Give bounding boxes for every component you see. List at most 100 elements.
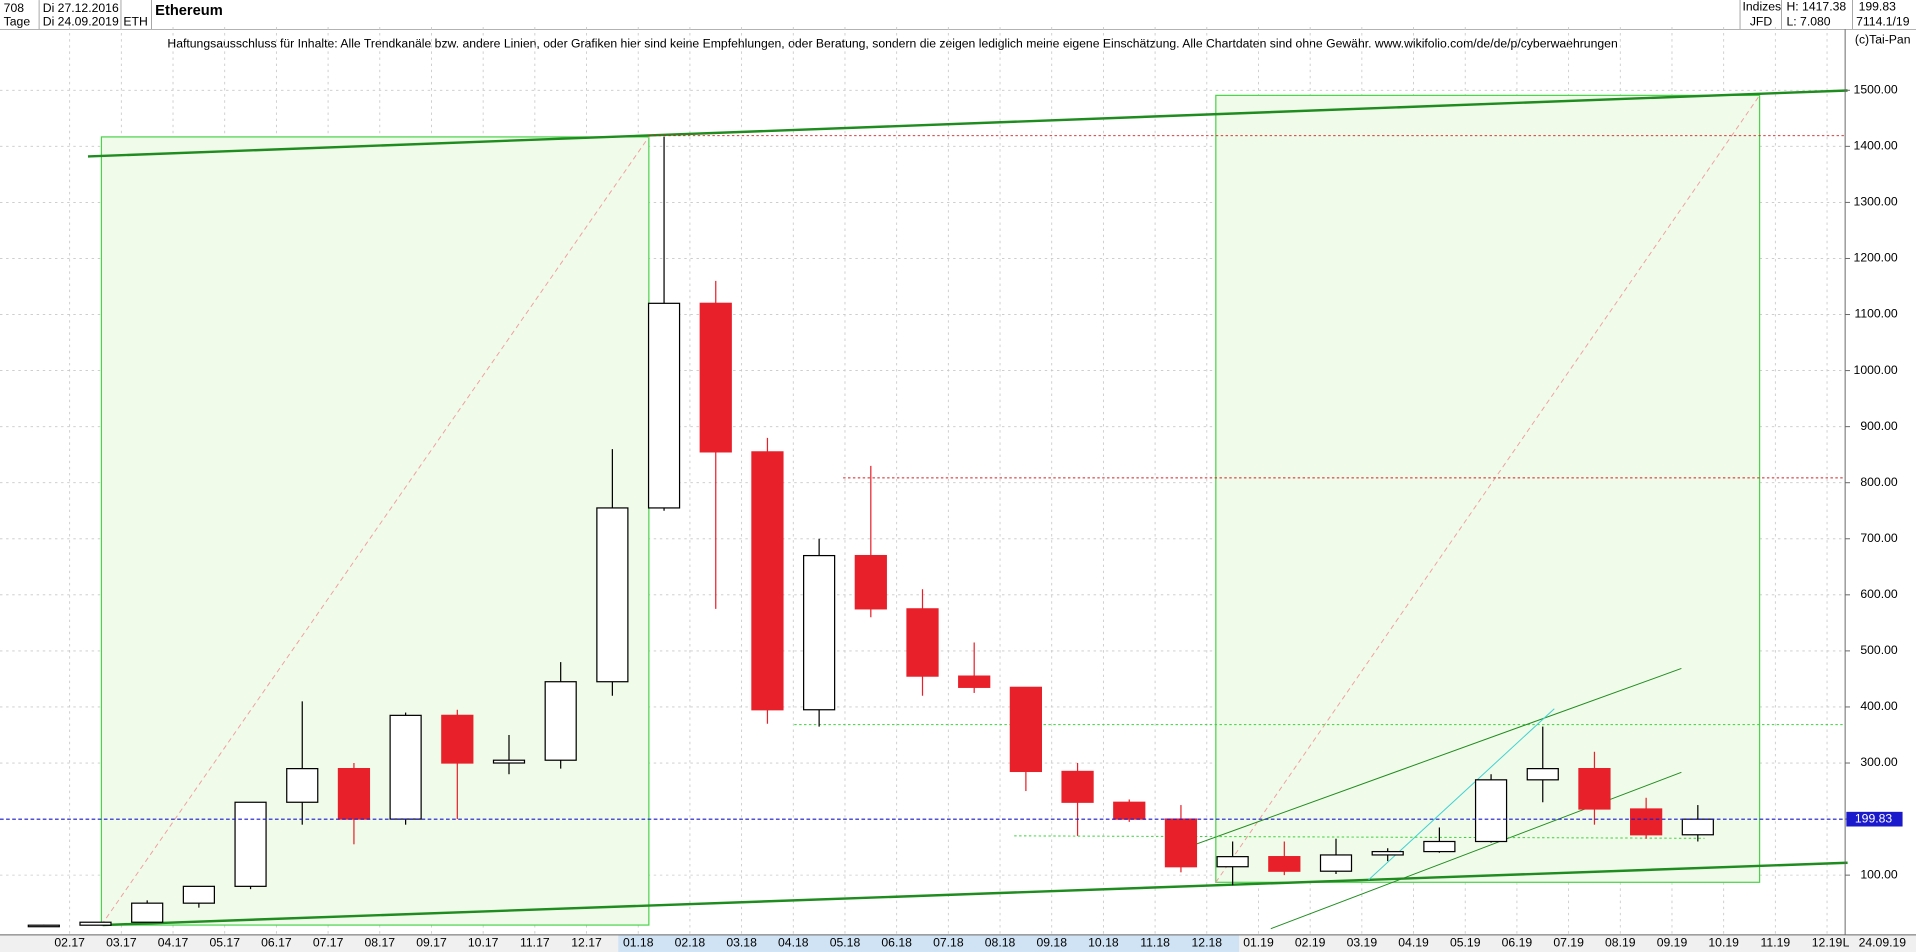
candle-body: [596, 507, 629, 683]
x-tick-label: 07.19: [1553, 936, 1584, 950]
candle-body: [1164, 818, 1198, 868]
x-tick-label: 03.19: [1347, 936, 1378, 950]
x-tick-label: 10.17: [468, 936, 499, 950]
candle-body: [1474, 779, 1508, 843]
header: 708 Di 27.12.2016 Tage Di 24.09.2019 Eth…: [0, 0, 1916, 50]
candle-body: [1061, 770, 1094, 803]
x-tick-label: 05.19: [1450, 936, 1481, 950]
x-tick-label: 04.19: [1398, 936, 1429, 950]
y-tick-label: 1000.00: [1854, 363, 1898, 377]
x-tick-label: 12.18: [1192, 936, 1223, 950]
x-tick-label: 06.19: [1502, 936, 1533, 950]
x-tick-label: 06.18: [881, 936, 912, 950]
y-tick-label: 1400.00: [1854, 139, 1898, 153]
candles: [27, 136, 1714, 928]
x-tick-label: 03.18: [726, 936, 757, 950]
x-tick-label: 11.19: [1761, 936, 1791, 950]
y-tick-label: 1300.00: [1854, 195, 1898, 209]
axis-end-date: 24.09.19: [1859, 936, 1907, 950]
candle-body: [1681, 818, 1714, 836]
x-tick-label: 05.17: [209, 936, 240, 950]
y-tick-label: 1200.00: [1854, 251, 1898, 265]
candle-body: [1371, 850, 1404, 856]
x-axis-year-band: [618, 934, 1240, 952]
disclaimer: Haftungsausschluss für Inhalte: Alle Tre…: [167, 36, 1617, 50]
y-tick-label: 100.00: [1860, 867, 1898, 881]
x-tick-label: 02.17: [54, 936, 85, 950]
x-tick-label: 10.18: [1088, 936, 1119, 950]
candle-body: [389, 714, 422, 820]
candle-body: [958, 675, 991, 688]
x-tick-label: 03.17: [106, 936, 137, 950]
candle-body: [27, 924, 60, 928]
annotations: [87, 89, 1848, 930]
candle-body: [1009, 686, 1042, 773]
x-tick-label: 07.18: [933, 936, 964, 950]
y-tick-label: 1500.00: [1854, 83, 1898, 97]
last-price-label: 199.83: [1855, 811, 1893, 825]
y-tick-label: 1100.00: [1854, 307, 1897, 321]
candle-body: [544, 681, 577, 761]
y-tick-label: 800.00: [1860, 475, 1898, 489]
axis-corner: L: [1843, 936, 1850, 950]
last: 199.83: [1859, 0, 1897, 14]
candle-body: [1578, 768, 1611, 810]
y-tick-label: 500.00: [1860, 643, 1898, 657]
candle-body: [699, 302, 732, 453]
x-tick-label: 08.19: [1605, 936, 1636, 950]
x-tick-label: 08.18: [985, 936, 1016, 950]
start-date[interactable]: Di 27.12.2016: [43, 1, 119, 15]
candle-body: [647, 302, 681, 509]
x-tick-label: 11.17: [520, 936, 550, 950]
high: H: 1417.38: [1786, 0, 1846, 14]
candle-body: [803, 554, 836, 711]
candle-body: [182, 885, 215, 904]
bars-count[interactable]: 708: [4, 1, 25, 15]
y-tick-label: 900.00: [1860, 419, 1898, 433]
source: JFD: [1750, 14, 1773, 28]
x-tick-label: 05.18: [830, 936, 861, 950]
x-tick-label: 01.19: [1243, 936, 1274, 950]
chart-title: Ethereum: [155, 3, 223, 19]
candle-body: [79, 921, 112, 926]
code: 7114.1/19: [1856, 14, 1910, 28]
x-tick-label: 09.18: [1036, 936, 1067, 950]
x-tick-label: 08.17: [365, 936, 396, 950]
x-tick-label: 10.19: [1708, 936, 1739, 950]
candle-body: [1423, 840, 1456, 853]
y-tick-label: 700.00: [1860, 531, 1898, 545]
exchange-group: Indizes: [1742, 0, 1781, 14]
candle-body: [1630, 808, 1663, 836]
candle-body: [131, 902, 164, 923]
candle-body: [234, 801, 267, 887]
candle-body: [492, 759, 526, 764]
x-tick-label: 09.19: [1657, 936, 1688, 950]
x-tick-label: 02.19: [1295, 936, 1326, 950]
x-tick-label: 12.19: [1812, 936, 1843, 950]
candle-body: [337, 768, 371, 820]
symbol: ETH: [123, 14, 147, 28]
x-tick-label: 01.18: [623, 936, 654, 950]
period[interactable]: Tage: [4, 14, 31, 28]
candle-body: [1268, 856, 1301, 872]
x-tick-label: 12.17: [571, 936, 602, 950]
candle-body: [906, 608, 939, 677]
y-tick-label: 400.00: [1860, 699, 1898, 713]
copyright: (c)Tai-Pan: [1855, 33, 1911, 47]
last-price-box: [1846, 811, 1903, 827]
candle-body: [1526, 768, 1559, 781]
candle-body: [751, 451, 784, 711]
candle-body: [1216, 856, 1249, 868]
end-date[interactable]: Di 24.09.2019: [43, 14, 119, 28]
low: L: 7.080: [1786, 14, 1830, 28]
candle-body: [1319, 854, 1353, 872]
candle-body: [1113, 801, 1146, 820]
x-tick-label: 06.17: [261, 936, 292, 950]
x-tick-label: 09.17: [416, 936, 447, 950]
candle-body: [854, 554, 887, 610]
y-tick-label: 600.00: [1860, 587, 1898, 601]
x-tick-label: 04.17: [158, 936, 189, 950]
candle-body: [441, 714, 474, 764]
